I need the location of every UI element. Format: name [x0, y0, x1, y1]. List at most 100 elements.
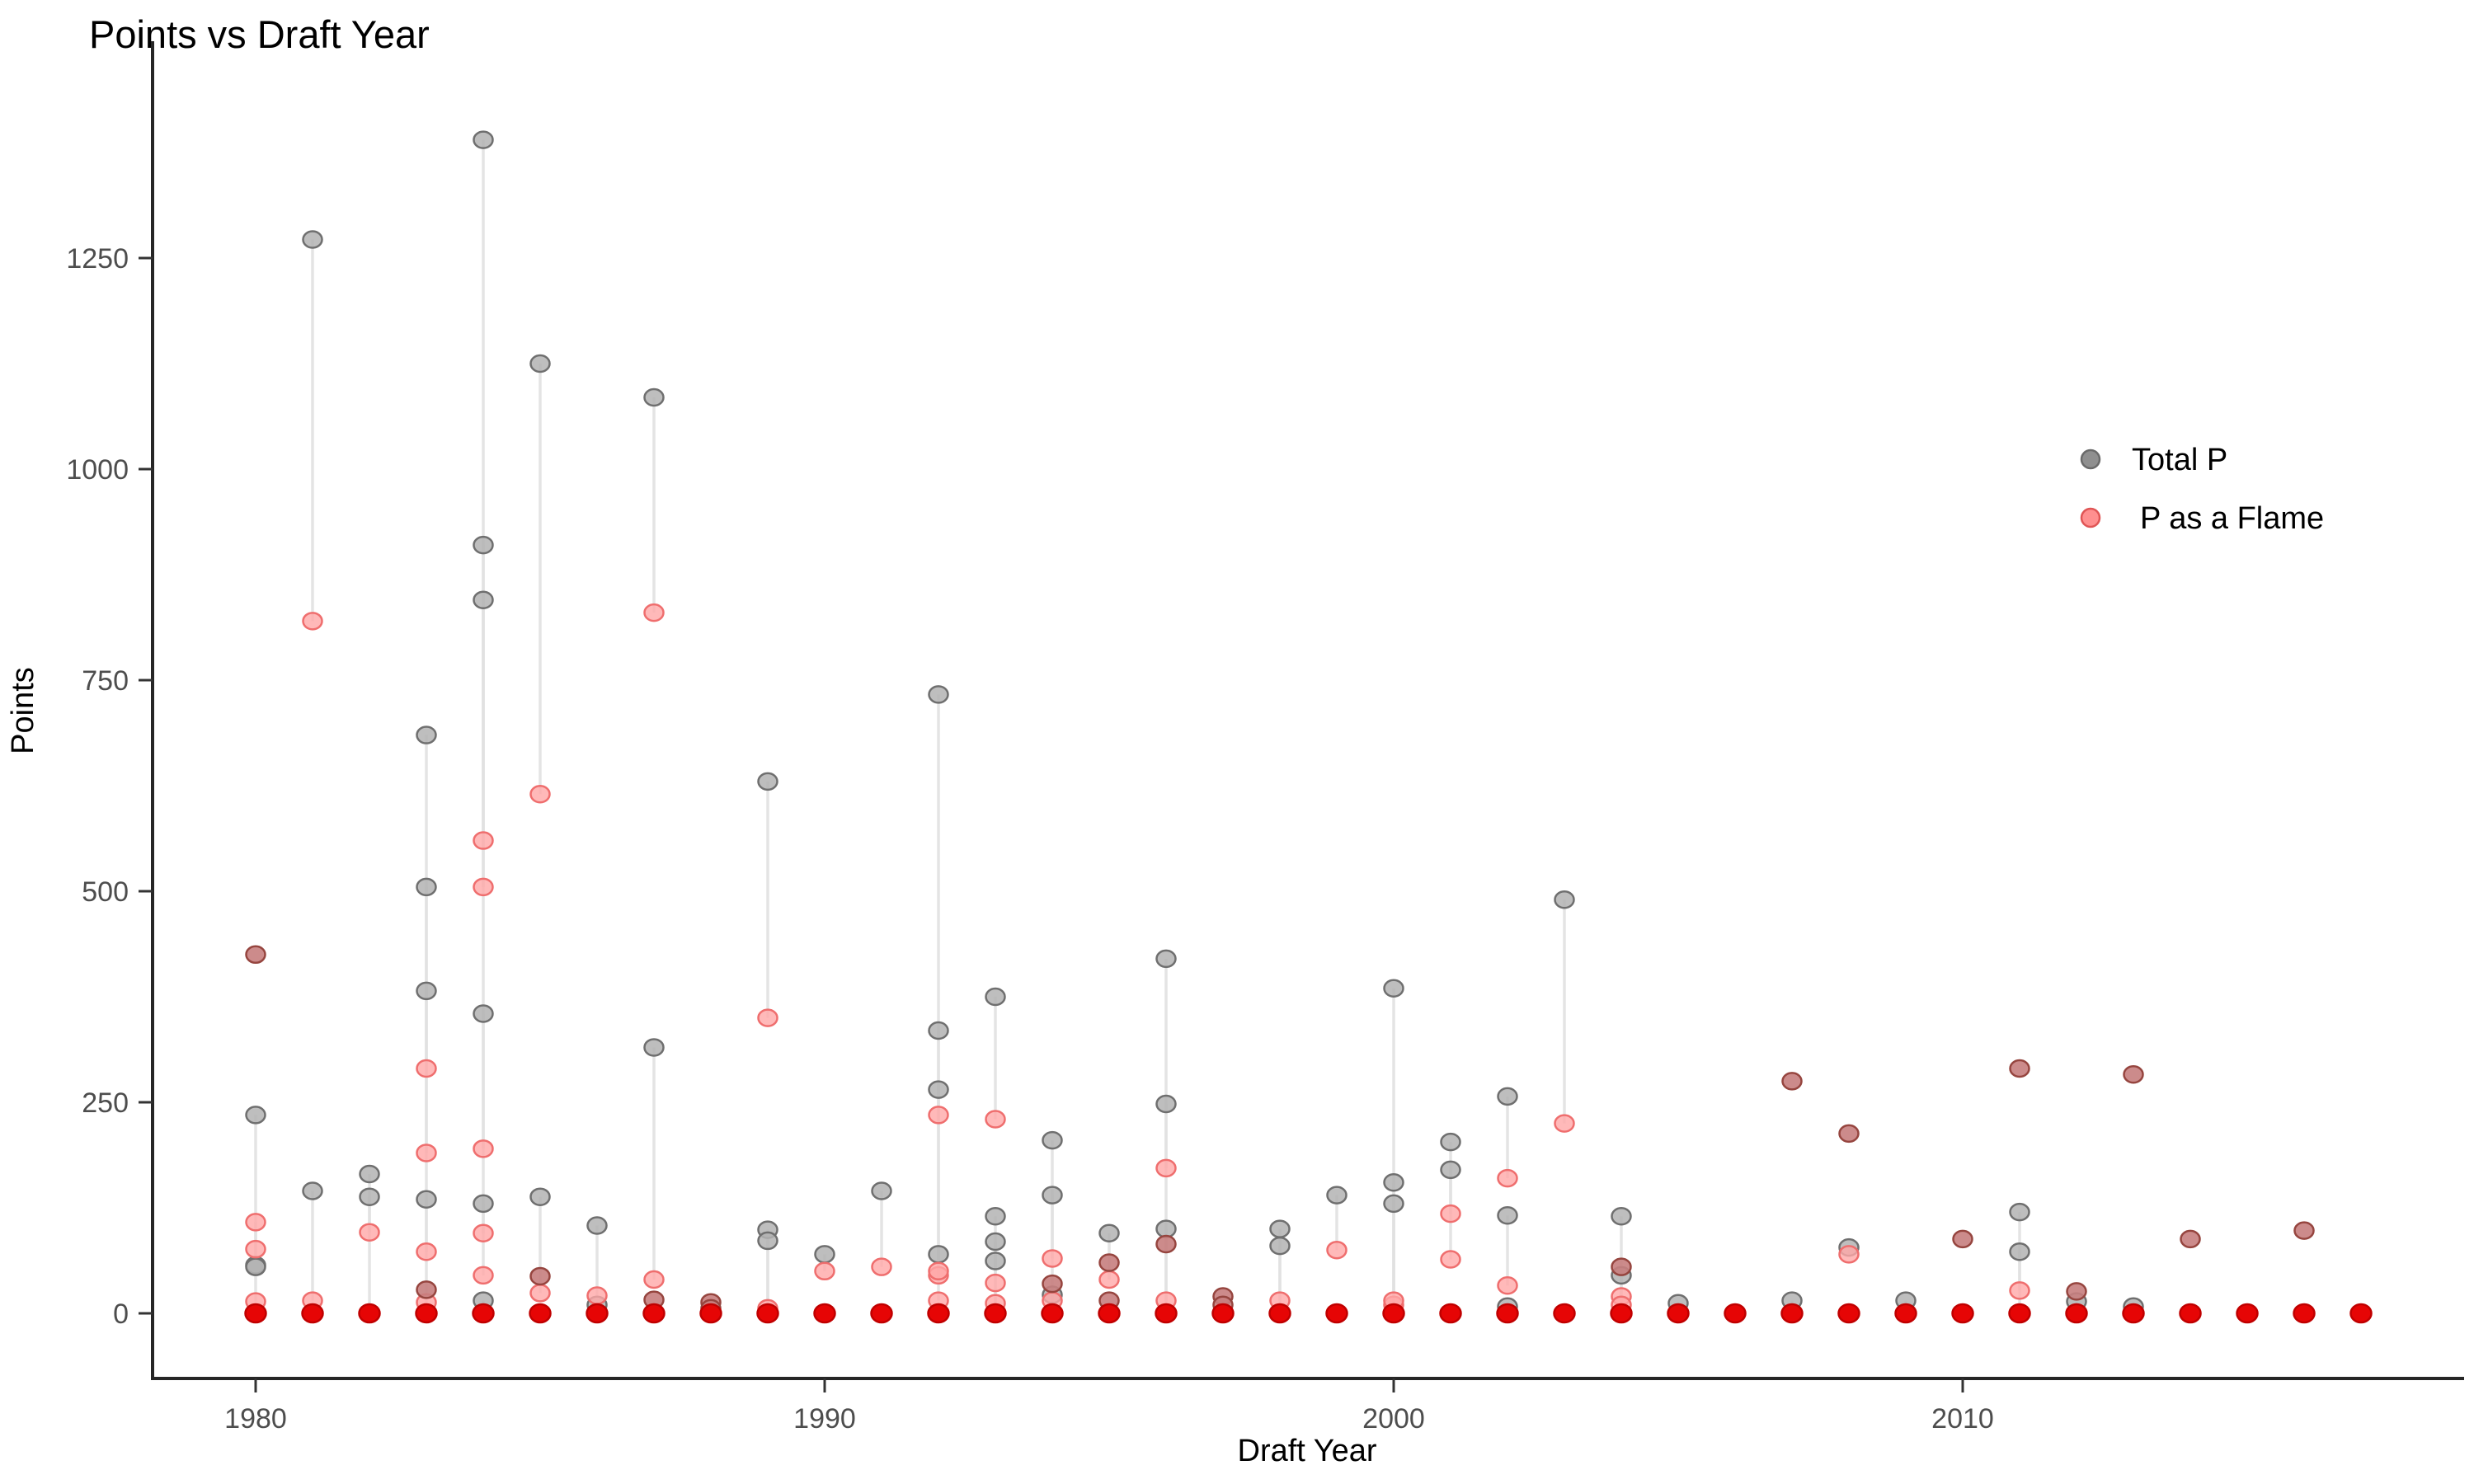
- total-point: [586, 1216, 608, 1235]
- legend: Total P P as a Flame: [2080, 443, 2324, 536]
- overlap-point: [1781, 1072, 1803, 1091]
- flame-point: [2009, 1281, 2030, 1300]
- zero-point: [415, 1303, 438, 1324]
- flame-point: [529, 1284, 551, 1303]
- total-point: [2009, 1202, 2030, 1222]
- zero-point: [1894, 1303, 1917, 1324]
- total-point: [302, 230, 323, 249]
- total-point: [928, 1080, 949, 1099]
- zero-point: [2122, 1303, 2145, 1324]
- zero-point: [699, 1303, 722, 1324]
- overlap-point: [416, 1280, 437, 1299]
- y-tick-label: 0: [113, 1298, 129, 1330]
- flame-point: [1042, 1249, 1063, 1268]
- total-point: [245, 1257, 266, 1276]
- y-axis-ticks: 0 250 500 750 1000 1250: [66, 243, 153, 1330]
- flame-point: [416, 1144, 437, 1162]
- flame-point: [1497, 1168, 1518, 1188]
- chart-title: Points vs Draft Year: [89, 12, 430, 56]
- zero-point: [984, 1303, 1007, 1324]
- zero-point: [1268, 1303, 1291, 1324]
- total-point: [1611, 1206, 1632, 1226]
- y-tick-label: 500: [82, 876, 129, 908]
- zero-point: [1496, 1303, 1519, 1324]
- total-point: [928, 685, 949, 704]
- flame-point: [359, 1223, 380, 1242]
- plot-area: [244, 130, 2373, 1324]
- total-point: [416, 981, 437, 1001]
- overlap-point: [2123, 1064, 2144, 1084]
- flame-point: [416, 1059, 437, 1078]
- flame-point: [643, 1270, 665, 1289]
- zero-point: [1610, 1303, 1633, 1324]
- total-point: [643, 1038, 665, 1057]
- overlap-point: [529, 1266, 551, 1286]
- flame-point: [643, 603, 665, 622]
- zero-point: [1837, 1303, 1860, 1324]
- total-point: [416, 1190, 437, 1209]
- zero-point: [870, 1303, 893, 1324]
- flame-point: [814, 1261, 835, 1281]
- y-tick-label: 250: [82, 1087, 129, 1119]
- legend-marker-icon: [2080, 507, 2101, 528]
- flame-point: [473, 1266, 494, 1285]
- total-point: [1155, 1219, 1177, 1238]
- flame-point: [1838, 1245, 1860, 1264]
- overlap-point: [1952, 1229, 1973, 1249]
- total-point: [245, 1106, 266, 1125]
- total-point: [2009, 1242, 2030, 1261]
- zero-point: [244, 1303, 267, 1324]
- zero-point: [1211, 1303, 1235, 1324]
- zero-point: [529, 1303, 552, 1324]
- overlap-point: [2009, 1059, 2030, 1078]
- total-point: [302, 1181, 323, 1200]
- zero-point: [586, 1303, 609, 1324]
- overlap-point: [1838, 1124, 1860, 1144]
- flame-point: [985, 1273, 1006, 1293]
- flame-points: [245, 603, 2144, 1323]
- zero-point: [1667, 1303, 1690, 1324]
- flame-point: [473, 831, 494, 850]
- y-tick-label: 1250: [66, 243, 129, 275]
- zero-point: [2349, 1303, 2373, 1324]
- total-point: [985, 1206, 1006, 1226]
- total-point: [928, 1245, 949, 1264]
- overlap-point: [1155, 1234, 1177, 1254]
- zero-point: [1041, 1303, 1064, 1324]
- total-point: [1155, 1094, 1177, 1114]
- total-point: [473, 1004, 494, 1023]
- overlap-point: [1611, 1257, 1632, 1276]
- y-axis-title: Points: [6, 667, 40, 754]
- zero-point: [1325, 1303, 1348, 1324]
- flame-point: [473, 877, 494, 897]
- flame-point: [871, 1257, 892, 1276]
- total-point: [643, 387, 665, 407]
- y-tick-label: 1000: [66, 454, 129, 486]
- total-point: [985, 1232, 1006, 1252]
- x-tick-label: 1980: [224, 1403, 287, 1435]
- flame-point: [245, 1213, 266, 1232]
- total-point: [757, 1231, 778, 1251]
- x-tick-label: 1990: [793, 1403, 856, 1435]
- flame-point: [1098, 1270, 1120, 1289]
- overlap-point: [1042, 1274, 1063, 1294]
- overlap-point: [1098, 1253, 1120, 1272]
- total-point: [1269, 1219, 1291, 1238]
- total-point: [1383, 979, 1404, 998]
- zero-points: [244, 1303, 2373, 1324]
- x-axis-ticks: 1980 1990 2000 2010: [224, 1378, 1994, 1435]
- zero-point: [1155, 1303, 1178, 1324]
- flame-point: [586, 1286, 608, 1305]
- total-point: [416, 877, 437, 897]
- zero-point: [1382, 1303, 1405, 1324]
- flame-point: [473, 1223, 494, 1242]
- total-point: [1042, 1186, 1063, 1205]
- flame-point: [928, 1261, 949, 1281]
- zero-point: [2008, 1303, 2031, 1324]
- total-point: [529, 1187, 551, 1206]
- zero-point: [2293, 1303, 2316, 1324]
- flame-point: [1440, 1250, 1461, 1269]
- zero-point: [2236, 1303, 2259, 1324]
